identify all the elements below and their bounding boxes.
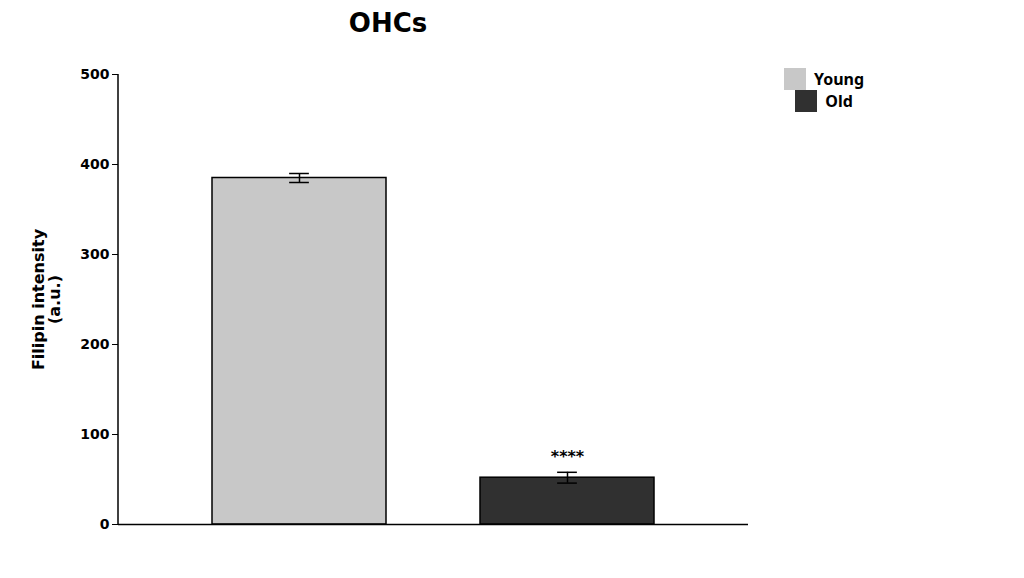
svg-text:****: **** [551,447,585,466]
svg-text:500: 500 [80,66,109,82]
html-text:Young: Young [814,68,865,90]
svg-text:300: 300 [80,246,109,262]
svg-text:100: 100 [80,426,109,442]
svg-text:400: 400 [80,156,109,172]
svg-text:Filipin intensity(a.u.): Filipin intensity(a.u.) [29,228,64,370]
html-text:Old: Old [825,90,853,112]
html-text:OHCs: OHCs [348,8,428,38]
svg-text:0: 0 [100,516,110,532]
svg-text:200: 200 [80,336,109,352]
